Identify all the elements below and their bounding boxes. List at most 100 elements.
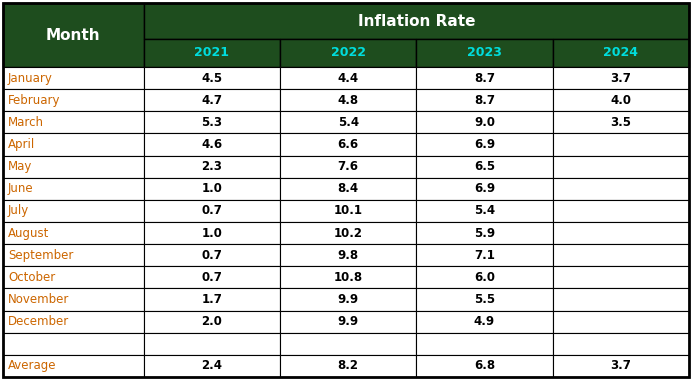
Text: 2021: 2021 (194, 46, 229, 60)
Text: 8.7: 8.7 (474, 94, 495, 107)
Bar (3, 333, 144, 355)
Bar (417, 266, 553, 288)
Bar (553, 178, 689, 200)
Text: 5.9: 5.9 (474, 226, 495, 239)
Text: 2.3: 2.3 (201, 160, 222, 173)
Text: 1.7: 1.7 (201, 293, 222, 306)
Text: 4.5: 4.5 (201, 71, 222, 85)
Bar (3, 244, 144, 266)
Text: 6.9: 6.9 (474, 182, 495, 195)
Text: 5.4: 5.4 (338, 116, 358, 129)
Bar (280, 89, 417, 111)
Bar (417, 67, 553, 89)
Text: 5.3: 5.3 (201, 116, 222, 129)
Text: 6.0: 6.0 (474, 271, 495, 284)
Bar (3, 310, 144, 333)
Bar (553, 39, 689, 67)
Text: 2022: 2022 (331, 46, 365, 60)
Bar (144, 288, 280, 310)
Text: December: December (8, 315, 69, 328)
Bar (144, 222, 280, 244)
Bar (553, 288, 689, 310)
Bar (144, 355, 280, 377)
Bar (280, 155, 417, 178)
Bar (144, 244, 280, 266)
Text: September: September (8, 249, 73, 262)
Text: 9.9: 9.9 (338, 315, 358, 328)
Text: 10.2: 10.2 (334, 226, 363, 239)
Bar (144, 3, 689, 39)
Bar (3, 155, 144, 178)
Text: 9.0: 9.0 (474, 116, 495, 129)
Bar (280, 244, 417, 266)
Bar (144, 200, 280, 222)
Text: 3.7: 3.7 (610, 359, 631, 372)
Bar (144, 111, 280, 133)
Text: January: January (8, 71, 53, 85)
Bar (3, 355, 144, 377)
Bar (553, 310, 689, 333)
Bar (144, 39, 280, 67)
Bar (3, 200, 144, 222)
Text: November: November (8, 293, 69, 306)
Bar (553, 222, 689, 244)
Text: July: July (8, 204, 29, 217)
Text: 2.0: 2.0 (201, 315, 222, 328)
Bar (280, 67, 417, 89)
Text: 0.7: 0.7 (201, 249, 222, 262)
Bar (553, 111, 689, 133)
Text: 6.9: 6.9 (474, 138, 495, 151)
Text: 2023: 2023 (467, 46, 502, 60)
Text: 3.5: 3.5 (610, 116, 631, 129)
Text: May: May (8, 160, 33, 173)
Bar (144, 89, 280, 111)
Bar (280, 111, 417, 133)
Bar (417, 89, 553, 111)
Text: Average: Average (8, 359, 57, 372)
Text: 4.0: 4.0 (610, 94, 631, 107)
Bar (3, 266, 144, 288)
Text: 4.9: 4.9 (474, 315, 495, 328)
Bar (3, 133, 144, 155)
Bar (553, 155, 689, 178)
Text: 1.0: 1.0 (201, 226, 222, 239)
Text: 8.4: 8.4 (338, 182, 358, 195)
Text: 4.7: 4.7 (201, 94, 222, 107)
Text: February: February (8, 94, 60, 107)
Text: 1.0: 1.0 (201, 182, 222, 195)
Text: 7.1: 7.1 (474, 249, 495, 262)
Bar (144, 266, 280, 288)
Text: 4.8: 4.8 (338, 94, 358, 107)
Text: 0.7: 0.7 (201, 271, 222, 284)
Text: 3.7: 3.7 (610, 71, 631, 85)
Bar (417, 333, 553, 355)
Text: August: August (8, 226, 49, 239)
Bar (417, 155, 553, 178)
Bar (144, 133, 280, 155)
Bar (553, 89, 689, 111)
Bar (3, 178, 144, 200)
Bar (553, 244, 689, 266)
Bar (553, 266, 689, 288)
Text: 9.8: 9.8 (338, 249, 358, 262)
Bar (3, 89, 144, 111)
Text: 4.4: 4.4 (338, 71, 358, 85)
Text: 0.7: 0.7 (201, 204, 222, 217)
Text: 5.5: 5.5 (474, 293, 495, 306)
Bar (417, 244, 553, 266)
Bar (3, 222, 144, 244)
Bar (144, 178, 280, 200)
Bar (280, 333, 417, 355)
Text: 6.8: 6.8 (474, 359, 495, 372)
Text: 7.6: 7.6 (338, 160, 358, 173)
Text: March: March (8, 116, 44, 129)
Bar (280, 266, 417, 288)
Bar (280, 355, 417, 377)
Text: April: April (8, 138, 35, 151)
Text: 10.8: 10.8 (334, 271, 363, 284)
Text: 8.2: 8.2 (338, 359, 358, 372)
Text: 2024: 2024 (603, 46, 638, 60)
Text: 6.5: 6.5 (474, 160, 495, 173)
Bar (553, 333, 689, 355)
Bar (280, 222, 417, 244)
